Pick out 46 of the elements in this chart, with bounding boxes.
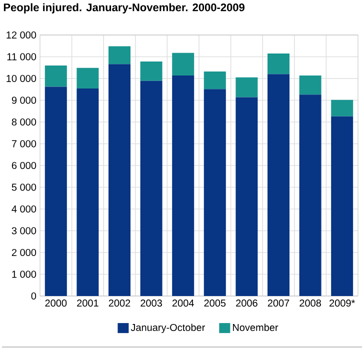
x-tick-label: 2000 [45,300,67,307]
y-tick-label: 10 000 [6,74,36,82]
bar [44,65,67,87]
y-tick-label: 8 000 [12,118,36,126]
bar [76,68,99,88]
y-tick-label: 6 000 [12,162,36,170]
y-tick-label: 9 000 [12,96,36,104]
legend-label: November [232,324,278,332]
x-tick-label: 2005 [204,300,226,307]
x-tick-label: 2003 [140,300,162,307]
y-tick-label: 2 000 [12,248,36,256]
x-tick-label: 2007 [268,300,290,307]
x-tick-label: 2001 [77,300,98,307]
y-tick-label: 7 000 [12,140,36,148]
bar [140,80,162,296]
y-tick-label: 11 000 [7,53,36,60]
legend-label: January-October [130,324,206,334]
y-tick-label: 0 [31,292,36,300]
bar [299,75,322,95]
bar [331,116,354,296]
bar [108,46,130,64]
bar [268,53,290,74]
y-tick-label: 1 000 [12,270,36,278]
bar [108,64,130,296]
y-tick-label: 4 000 [12,205,36,213]
y-tick-label: 12 000 [6,31,36,39]
bar [204,89,226,296]
bar [331,100,354,116]
chart-title: People injured. January-November. 2000-2009 [4,3,244,14]
x-tick-label: 2008 [300,300,321,307]
x-tick-label: 2002 [108,300,130,307]
bar [299,94,322,296]
bar [172,75,194,296]
bar [140,62,162,81]
bar [204,72,226,90]
bar [236,77,258,98]
x-tick-label: 2006 [236,300,258,307]
bar [172,52,194,76]
bar [44,86,67,296]
x-tick-label: 2009* [330,300,355,307]
bar [236,97,258,296]
y-tick-label: 3 000 [12,227,36,234]
bar [268,74,290,296]
x-tick-label: 2004 [172,300,194,307]
y-tick-label: 5 000 [12,184,36,191]
bar [76,88,99,296]
